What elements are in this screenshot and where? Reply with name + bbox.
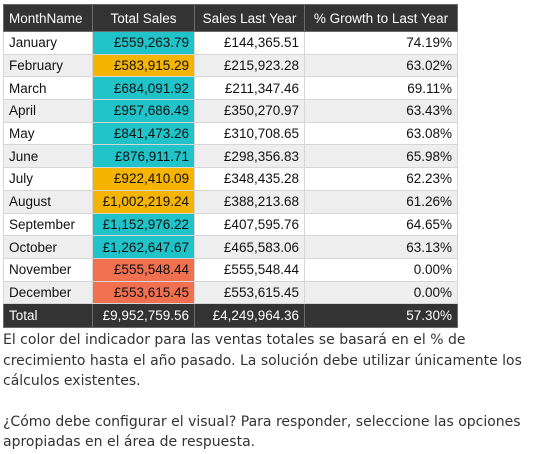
total-sales-cell: £1,002,219.24: [92, 189, 195, 214]
month-name-cell: September: [3, 212, 93, 237]
sales-last-year-cell: £553,615.45: [194, 280, 305, 305]
table-row: July £922,410.09 £348,435.28 62.23%: [3, 167, 458, 191]
table-row: June £876,911.71 £298,356.83 65.98%: [3, 144, 458, 169]
table-row: September £1,152,976.22 £407,595.76 64.65%: [3, 212, 458, 237]
growth-cell: 63.08%: [304, 121, 458, 146]
column-header-growth[interactable]: % Growth to Last Year: [304, 4, 458, 32]
growth-cell: 0.00%: [304, 280, 458, 305]
table-row: January £559,263.79 £144,365.51 74.19%: [3, 31, 458, 55]
table-header: MonthName Total Sales Sales Last Year % …: [3, 4, 458, 32]
growth-cell: 63.02%: [304, 53, 458, 78]
table-row: May £841,473.26 £310,708.65 63.08%: [3, 121, 458, 146]
total-sales-cell: £922,410.09: [92, 167, 195, 191]
sales-matrix-table: MonthName Total Sales Sales Last Year % …: [3, 4, 458, 329]
table-row: December £553,615.45 £553,615.45 0.00%: [3, 280, 458, 305]
month-name-cell: December: [3, 280, 93, 305]
sales-last-year-cell: £388,213.68: [194, 189, 305, 214]
total-sales-total: £9,952,759.56: [92, 303, 195, 329]
table-row: April £957,686.49 £350,270.97 63.43%: [3, 99, 458, 123]
sales-last-year-cell: £350,270.97: [194, 99, 305, 123]
growth-cell: 61.26%: [304, 189, 458, 214]
sales-last-year-cell: £465,583.06: [194, 235, 305, 259]
total-sales-cell: £684,091.92: [92, 76, 195, 101]
table-row: August £1,002,219.24 £388,213.68 61.26%: [3, 189, 458, 214]
column-header-month-name[interactable]: MonthName: [3, 4, 93, 32]
sales-last-year-cell: £211,347.46: [194, 76, 305, 101]
table-footer: Total £9,952,759.56 £4,249,964.36 57.30%: [3, 303, 458, 329]
column-header-total-sales[interactable]: Total Sales: [92, 4, 195, 32]
question-paragraph-prompt: ¿Cómo debe configurar el visual? Para re…: [3, 413, 521, 451]
sales-last-year-cell: £298,356.83: [194, 144, 305, 169]
sales-last-year-total: £4,249,964.36: [194, 303, 305, 329]
growth-cell: 64.65%: [304, 212, 458, 237]
table-row: October £1,262,647.67 £465,583.06 63.13%: [3, 235, 458, 259]
total-sales-cell: £583,915.29: [92, 53, 195, 78]
growth-cell: 63.13%: [304, 235, 458, 259]
month-name-cell: July: [3, 167, 93, 191]
month-name-cell: May: [3, 121, 93, 146]
month-name-cell: January: [3, 31, 93, 55]
sales-last-year-cell: £407,595.76: [194, 212, 305, 237]
total-sales-cell: £876,911.71: [92, 144, 195, 169]
question-paragraph-context: El color del indicador para las ventas t…: [3, 332, 522, 389]
month-name-cell: June: [3, 144, 93, 169]
total-sales-cell: £957,686.49: [92, 99, 195, 123]
sales-last-year-cell: £310,708.65: [194, 121, 305, 146]
header-row: MonthName Total Sales Sales Last Year % …: [3, 4, 458, 32]
growth-cell: 74.19%: [304, 31, 458, 55]
month-name-cell: March: [3, 76, 93, 101]
month-name-cell: April: [3, 99, 93, 123]
total-sales-cell: £559,263.79: [92, 31, 195, 55]
growth-cell: 65.98%: [304, 144, 458, 169]
growth-cell: 69.11%: [304, 76, 458, 101]
column-header-sales-last-year[interactable]: Sales Last Year: [194, 4, 305, 32]
total-sales-cell: £1,152,976.22: [92, 212, 195, 237]
question-text: El color del indicador para las ventas t…: [3, 330, 548, 453]
sales-last-year-cell: £555,548.44: [194, 257, 305, 282]
month-name-cell: February: [3, 53, 93, 78]
growth-cell: 63.43%: [304, 99, 458, 123]
growth-total: 57.30%: [304, 303, 458, 329]
table-row: November £555,548.44 £555,548.44 0.00%: [3, 257, 458, 282]
growth-cell: 62.23%: [304, 167, 458, 191]
total-sales-cell: £841,473.26: [92, 121, 195, 146]
table-body: January £559,263.79 £144,365.51 74.19% Febru…: [3, 31, 458, 305]
total-sales-cell: £555,548.44: [92, 257, 195, 282]
total-sales-cell: £1,262,647.67: [92, 235, 195, 259]
month-name-cell: August: [3, 189, 93, 214]
table-row: March £684,091.92 £211,347.46 69.11%: [3, 76, 458, 101]
table-row: February £583,915.29 £215,923.28 63.02%: [3, 53, 458, 78]
month-name-cell: November: [3, 257, 93, 282]
total-sales-cell: £553,615.45: [92, 280, 195, 305]
sales-last-year-cell: £144,365.51: [194, 31, 305, 55]
sales-last-year-cell: £215,923.28: [194, 53, 305, 78]
sales-last-year-cell: £348,435.28: [194, 167, 305, 191]
growth-cell: 0.00%: [304, 257, 458, 282]
total-label: Total: [3, 303, 93, 329]
month-name-cell: October: [3, 235, 93, 259]
total-row: Total £9,952,759.56 £4,249,964.36 57.30%: [3, 303, 458, 329]
